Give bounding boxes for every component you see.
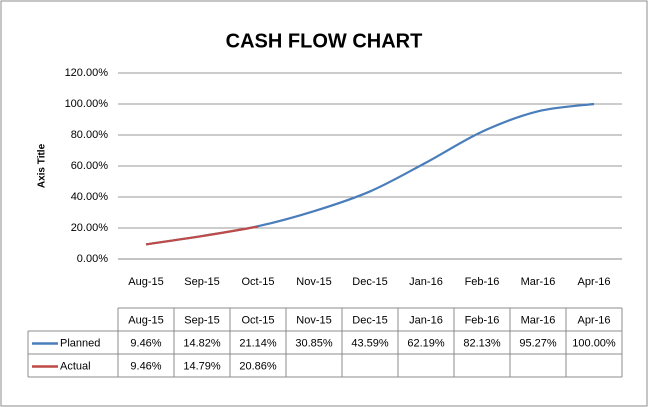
y-axis-title: Axis Title [37, 143, 48, 188]
table-header: Aug-15 [128, 314, 163, 326]
y-tick-label: 60.00% [71, 160, 109, 172]
table-header: Apr-16 [577, 314, 610, 326]
y-tick-label: 80.00% [71, 129, 109, 141]
table-value: 95.27% [519, 337, 557, 349]
y-tick-label: 0.00% [77, 253, 108, 265]
x-tick-label: Nov-15 [296, 276, 331, 288]
table-value: 9.46% [130, 337, 161, 349]
x-tick-label: Sep-15 [184, 276, 219, 288]
chart-title: CASH FLOW CHART [226, 30, 423, 52]
table-value: 14.82% [183, 337, 221, 349]
y-tick-label: 100.00% [65, 98, 109, 110]
legend-label: Actual [60, 360, 91, 372]
series-line [145, 225, 259, 246]
table-value: 62.19% [407, 337, 445, 349]
table-header: Jan-16 [409, 314, 443, 326]
table-header: Nov-15 [296, 314, 331, 326]
table-header: Oct-15 [241, 314, 274, 326]
y-tick-label: 40.00% [71, 191, 109, 203]
x-tick-label: Oct-15 [241, 276, 274, 288]
table-header: Feb-16 [465, 314, 500, 326]
table-header: Dec-15 [352, 314, 387, 326]
x-tick-label: Jan-16 [409, 276, 443, 288]
table-value: 100.00% [572, 337, 616, 349]
table-value: 9.46% [130, 360, 161, 372]
table-value: 82.13% [463, 337, 501, 349]
table-value: 43.59% [351, 337, 389, 349]
table-header: Sep-15 [184, 314, 219, 326]
table-value: 30.85% [295, 337, 333, 349]
table-header: Mar-16 [521, 314, 556, 326]
table-value: 14.79% [183, 360, 221, 372]
x-tick-label: Aug-15 [128, 276, 163, 288]
table-value: 20.86% [239, 360, 277, 372]
y-tick-label: 20.00% [71, 222, 109, 234]
x-tick-label: Mar-16 [521, 276, 556, 288]
x-tick-label: Feb-16 [465, 276, 500, 288]
x-tick-label: Apr-16 [577, 276, 610, 288]
table-value: 21.14% [239, 337, 277, 349]
legend-label: Planned [60, 337, 100, 349]
x-tick-label: Dec-15 [352, 276, 387, 288]
y-tick-label: 120.00% [65, 67, 109, 79]
